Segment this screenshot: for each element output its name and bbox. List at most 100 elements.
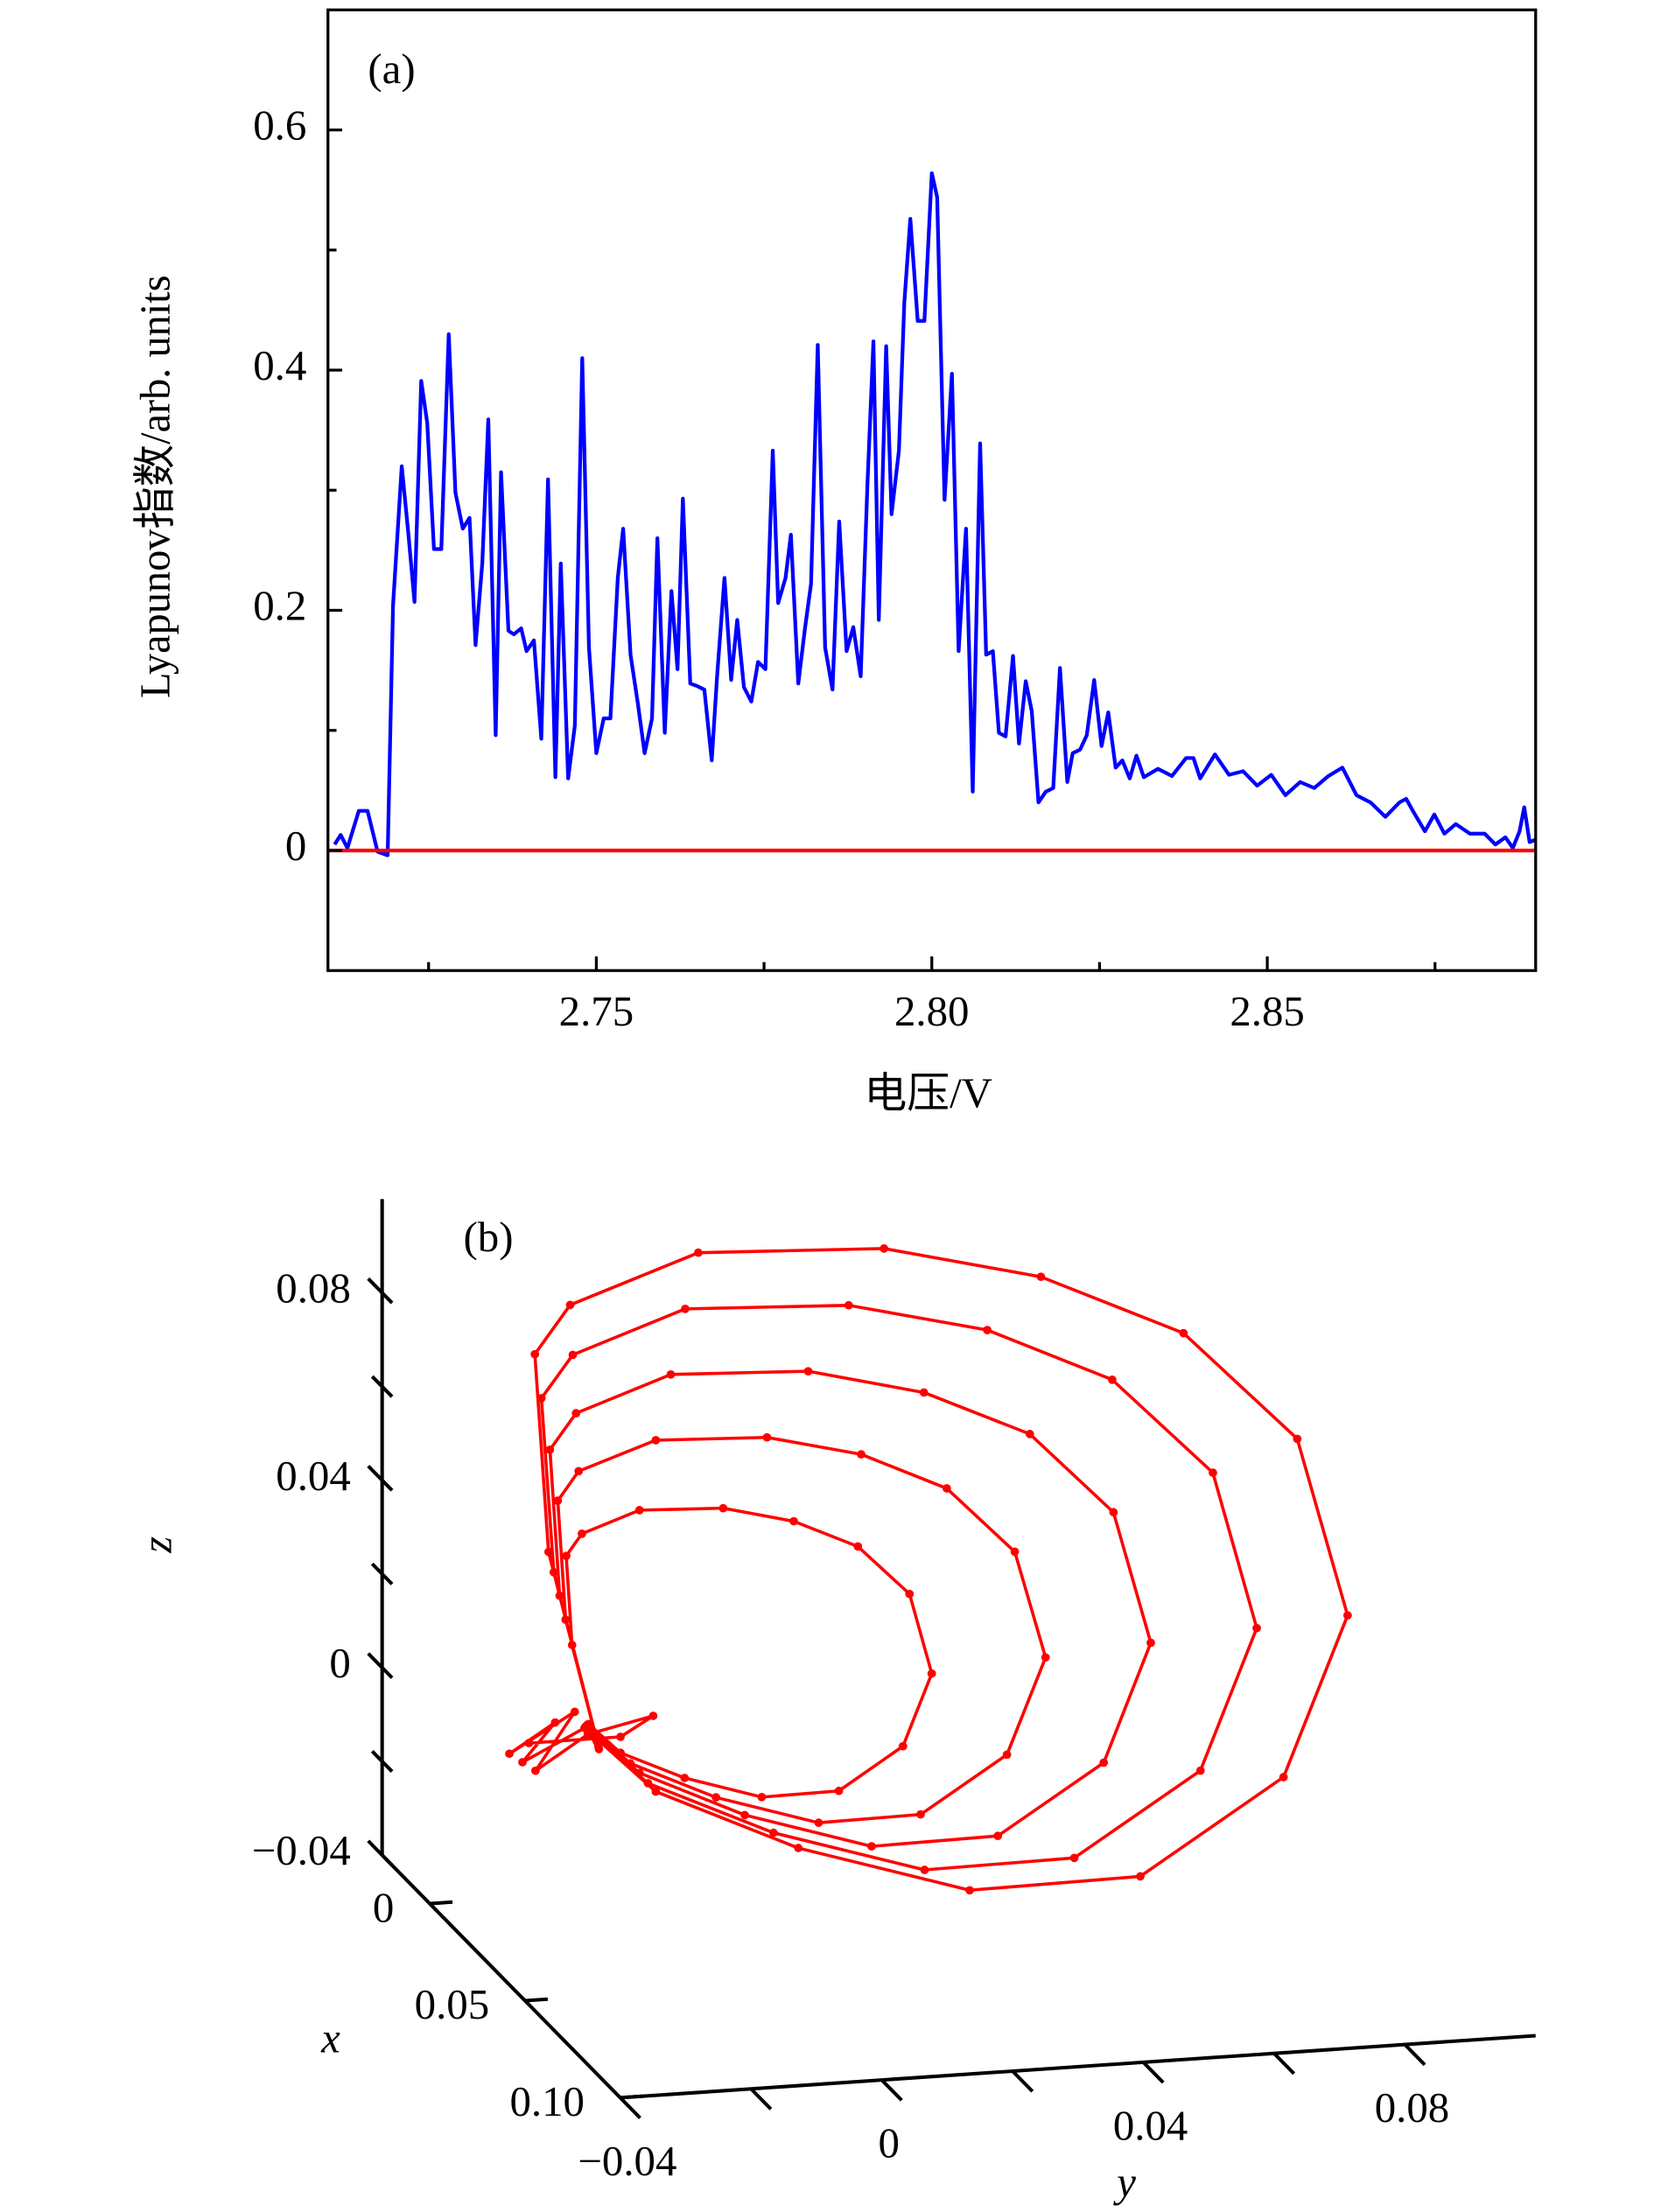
z-tick <box>367 1652 384 1670</box>
y-tick-label: 0.6 <box>253 102 306 150</box>
trajectory-point <box>1109 1508 1118 1517</box>
x-axis-line <box>381 1853 622 2099</box>
trajectory-point <box>536 1394 546 1403</box>
trajectory-point <box>844 1300 853 1310</box>
z-tick <box>381 1853 394 1867</box>
trajectory-point <box>1036 1272 1046 1282</box>
y-axis-label: y <box>1112 2159 1136 2206</box>
trajectory-point <box>762 1432 772 1442</box>
trajectory-point <box>803 1367 813 1376</box>
trajectory-point <box>524 1739 534 1747</box>
y-minor-tick <box>1272 2052 1296 2076</box>
z-tick <box>381 1666 394 1679</box>
trajectory-point <box>965 1886 974 1895</box>
z-minor-tick <box>370 1375 394 1398</box>
panel-label: (b) <box>464 1214 514 1261</box>
x-axis-label: x <box>320 2015 340 2062</box>
trajectory-point <box>694 1248 703 1257</box>
x-tick-label: 0 <box>373 1885 394 1932</box>
trajectory-point <box>531 1766 540 1775</box>
trajectory-point <box>545 1445 555 1454</box>
z-minor-tick <box>370 1750 394 1773</box>
trajectory-point <box>651 1787 661 1796</box>
y-tick <box>1142 2061 1165 2084</box>
trajectory-point <box>983 1326 992 1334</box>
trajectory-point <box>530 1349 540 1359</box>
trajectory-point <box>583 1730 592 1739</box>
y-tick <box>880 2078 903 2102</box>
trajectory-point <box>1209 1468 1217 1477</box>
trajectory <box>508 1247 1349 1893</box>
trajectory-point <box>740 1810 749 1820</box>
trajectory-point <box>648 1712 658 1720</box>
x-axis-label: 电压/V <box>864 1070 992 1117</box>
trajectory-point <box>561 1615 571 1624</box>
y-tick-label: 0.04 <box>1113 2103 1188 2150</box>
trajectory-point <box>757 1792 767 1802</box>
trajectory-point <box>905 1589 915 1599</box>
z-tick-label: 0 <box>329 1640 350 1687</box>
y-tick <box>1403 2043 1426 2067</box>
y-axis-line <box>620 2034 1536 2100</box>
trajectory-point <box>634 1506 644 1515</box>
trajectory-point <box>919 1388 929 1397</box>
trajectory-point <box>651 1436 661 1445</box>
trajectory-point <box>518 1758 527 1767</box>
trajectory-point <box>920 1866 929 1874</box>
trajectory-point <box>942 1484 951 1493</box>
trajectory-point <box>1146 1638 1155 1648</box>
trajectory-point <box>916 1810 925 1819</box>
trajectory-point <box>570 1707 579 1717</box>
x-tick-label: 2.85 <box>1230 988 1305 1035</box>
trajectory-point <box>768 1828 778 1838</box>
trajectory-point <box>549 1567 558 1577</box>
y-tick-label: 0.08 <box>1375 2084 1450 2132</box>
trajectory-point <box>1195 1766 1205 1775</box>
z-tick <box>367 1839 384 1857</box>
trajectory-point <box>568 1350 578 1360</box>
trajectory-point <box>718 1503 728 1513</box>
trajectory-point <box>993 1831 1003 1840</box>
trajectory-point <box>1293 1434 1302 1444</box>
x-tick-label: 2.80 <box>894 988 970 1035</box>
trajectory-point <box>567 1641 577 1649</box>
z-tick-label: 0.08 <box>276 1265 351 1312</box>
trajectory-point <box>789 1516 798 1526</box>
plot-frame <box>326 8 1538 972</box>
x-tick-label: 2.75 <box>559 988 634 1035</box>
x-tick-label: 0.05 <box>415 1981 490 2028</box>
trajectory-point <box>643 1779 653 1788</box>
panel-label: (a) <box>368 46 415 93</box>
trajectory-point <box>578 1530 586 1538</box>
trajectory-point <box>1099 1758 1109 1768</box>
trajectory-point <box>711 1793 721 1802</box>
trajectory-point <box>565 1300 575 1310</box>
trajectory-point <box>1025 1430 1034 1438</box>
z-tick <box>381 1292 394 1305</box>
trajectory-point <box>594 1745 604 1754</box>
trajectory-point <box>666 1370 676 1379</box>
y-minor-tick <box>1011 2069 1034 2093</box>
trajectory-point <box>580 1724 589 1732</box>
x-tick <box>429 1900 453 1906</box>
trajectory-point <box>1041 1653 1050 1662</box>
trajectory-point <box>1069 1853 1079 1863</box>
trajectory-point <box>616 1748 625 1757</box>
y-tick-label: 0 <box>285 822 306 870</box>
trajectory-point <box>867 1842 876 1851</box>
trajectory-point <box>681 1304 690 1313</box>
z-tick-label: 0.04 <box>276 1452 351 1500</box>
trajectory-point <box>1136 1872 1145 1881</box>
y-tick-label: 0 <box>879 2120 900 2167</box>
x-tick <box>524 1997 549 2003</box>
trajectory-point <box>1108 1375 1117 1384</box>
trajectory-point <box>1010 1547 1020 1557</box>
trajectory-point <box>1342 1611 1352 1620</box>
trajectory-point <box>616 1732 625 1741</box>
trajectory-point <box>574 1466 584 1476</box>
trajectory-point <box>834 1786 844 1796</box>
trajectory-point <box>626 1759 635 1768</box>
trajectory-point <box>880 1244 889 1253</box>
